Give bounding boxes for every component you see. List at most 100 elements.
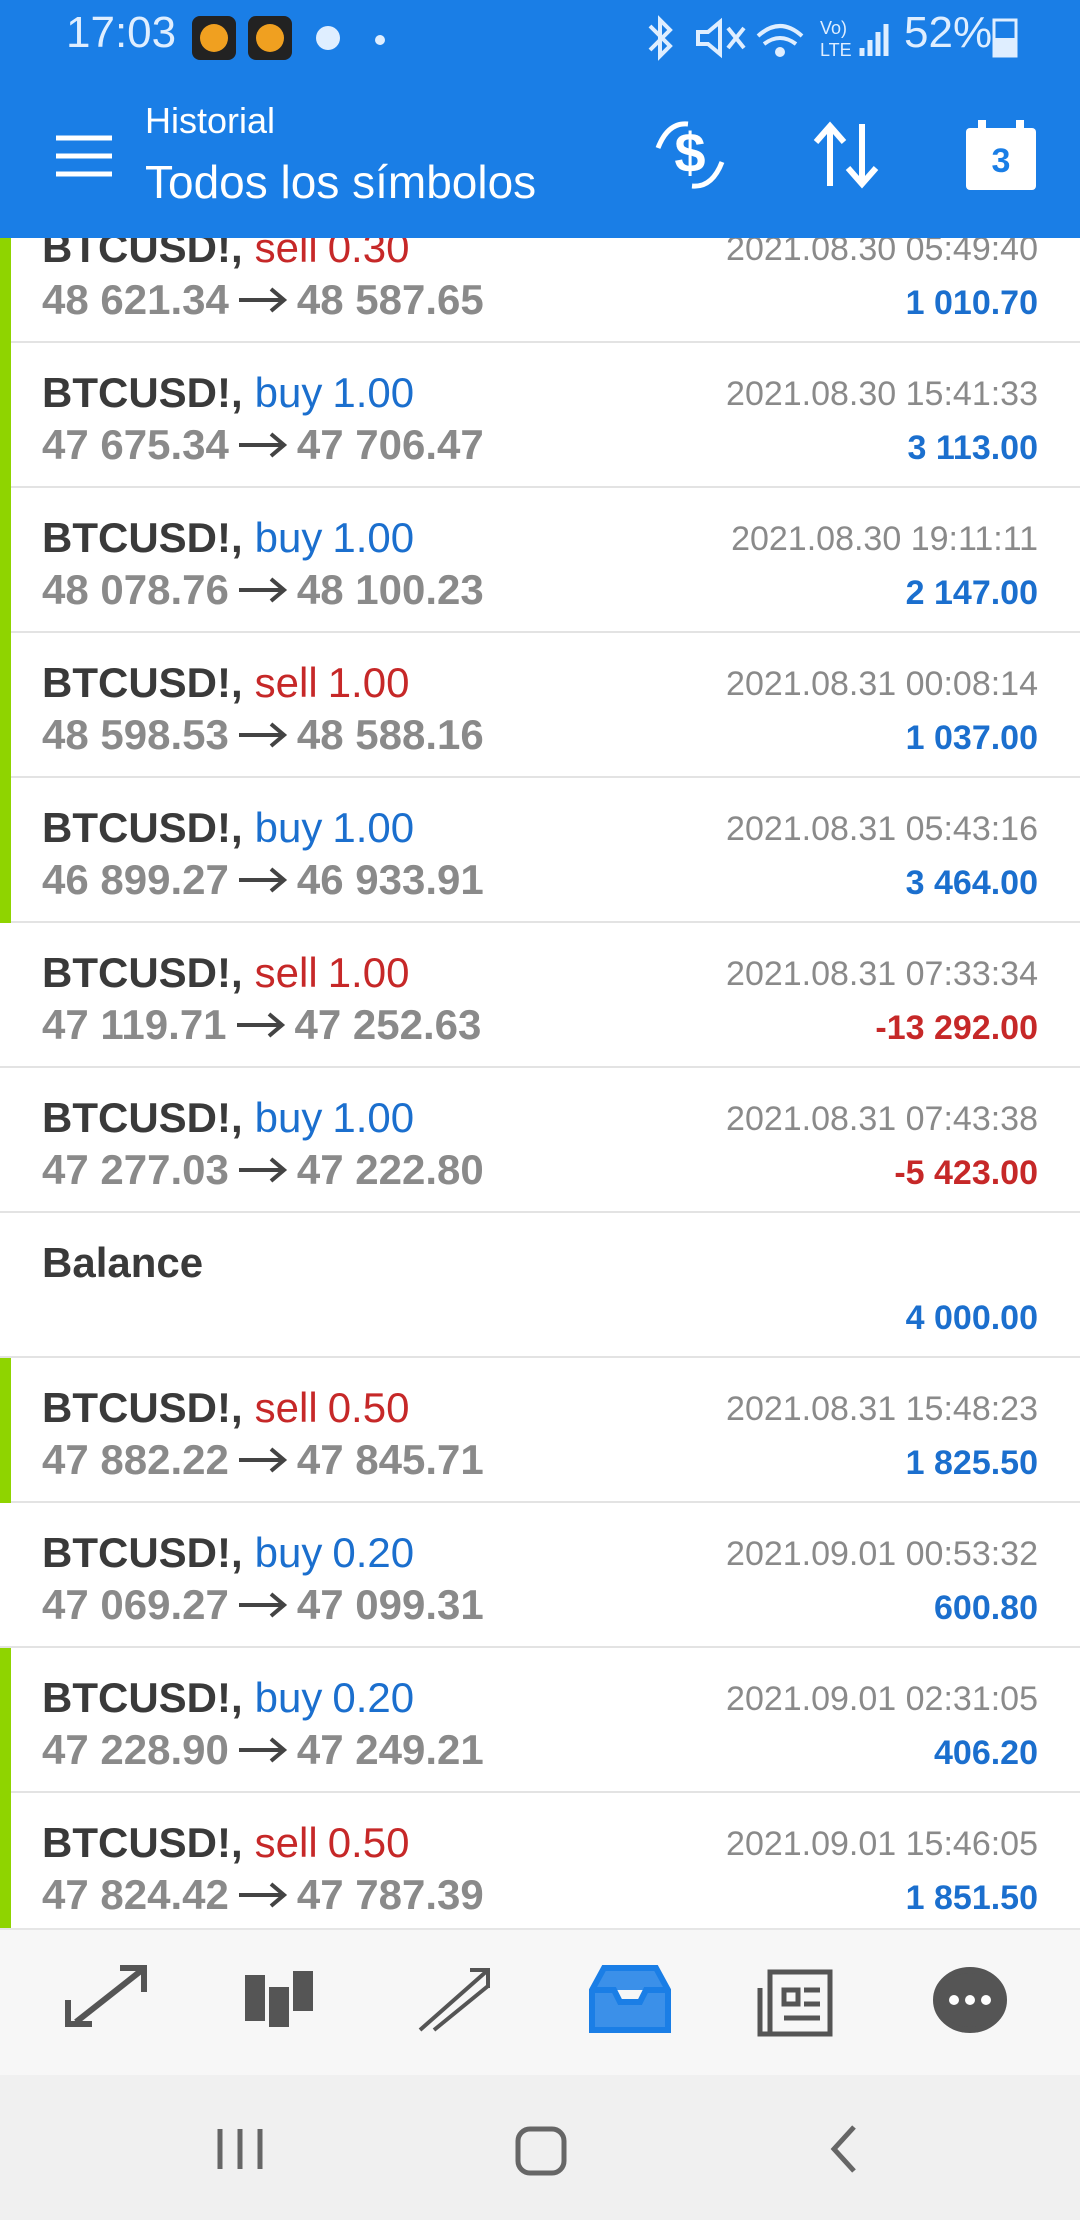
side: sell (254, 1384, 318, 1431)
history-row[interactable]: BTCUSD!, buy 1.00 46 899.27 46 933.91 2021.08… (0, 778, 1080, 923)
nav-history[interactable] (589, 1965, 671, 2033)
row-title: BTCUSD!, buy 1.00 (42, 1094, 414, 1142)
back-button[interactable] (830, 2125, 856, 2173)
menu-button[interactable] (56, 134, 112, 178)
symbol: BTCUSD!, (42, 369, 243, 416)
price-arrow (238, 1592, 287, 1618)
close-price: 47 252.63 (294, 1001, 482, 1048)
history-row[interactable]: BTCUSD!, sell 1.00 48 598.53 48 588.16 2021.0… (0, 633, 1080, 778)
sort-button[interactable] (810, 120, 882, 190)
open-price: 47 824.42 (42, 1871, 229, 1918)
row-accent (0, 1648, 11, 1793)
volume: 1.00 (327, 659, 410, 706)
volume: 1.00 (332, 1094, 415, 1141)
volume: 0.50 (327, 1384, 410, 1431)
close-price: 47 222.80 (296, 1146, 484, 1193)
history-row[interactable]: BTCUSD!, buy 1.00 47 277.03 47 222.80 2021.08… (0, 1068, 1080, 1213)
close-price: 47 249.21 (296, 1726, 484, 1773)
history-row[interactable]: BTCUSD!, sell 0.50 47 824.42 47 787.39 2021.0… (0, 1793, 1080, 1928)
row-title: BTCUSD!, sell 0.30 (42, 238, 409, 272)
price-arrow (238, 1157, 287, 1183)
history-row[interactable]: BTCUSD!, buy 1.00 47 675.34 47 706.47 2021.08… (0, 343, 1080, 488)
row-accent (0, 633, 11, 778)
row-prices: 47 277.03 47 222.80 (42, 1146, 484, 1194)
close-price: 47 706.47 (296, 421, 484, 468)
row-label: Balance (42, 1239, 204, 1286)
row-time: 2021.08.31 05:43:16 (726, 810, 1038, 848)
svg-text:Vo): Vo) (820, 18, 847, 38)
row-title: BTCUSD!, sell 1.00 (42, 949, 409, 997)
row-profit: 1 037.00 (905, 719, 1038, 757)
row-prices: 47 119.71 47 252.63 (42, 1001, 481, 1049)
history-row[interactable]: BTCUSD!, buy 0.20 47 228.90 47 249.21 2021.09… (0, 1648, 1080, 1793)
nav-chat[interactable] (933, 1967, 1007, 2033)
row-time: 2021.08.31 00:08:14 (726, 665, 1038, 703)
side: sell (254, 1819, 318, 1866)
svg-text:LTE: LTE (820, 40, 852, 60)
symbol: BTCUSD!, (42, 1529, 243, 1576)
nav-chart[interactable] (245, 1971, 313, 2027)
row-time: 2021.09.01 15:46:05 (726, 1825, 1038, 1863)
symbol: BTCUSD!, (42, 1094, 243, 1141)
symbol: BTCUSD!, (42, 1674, 243, 1721)
row-accent (0, 488, 11, 633)
header-subtitle: Historial (145, 100, 276, 141)
row-accent (0, 1793, 11, 1928)
svg-text:$: $ (674, 121, 705, 184)
row-title: BTCUSD!, buy 1.00 (42, 514, 414, 562)
symbol: BTCUSD!, (42, 238, 243, 271)
currency-button[interactable]: $ (650, 118, 730, 192)
history-row[interactable]: BTCUSD!, sell 0.30 48 621.34 48 587.65 2021.0… (0, 238, 1080, 343)
row-accent (0, 778, 11, 923)
side: buy (254, 1674, 323, 1721)
nav-quotes[interactable] (65, 1965, 147, 2027)
symbol: BTCUSD!, (42, 1384, 243, 1431)
row-profit: 1 825.50 (905, 1444, 1038, 1482)
calendar-button[interactable] (964, 118, 1038, 192)
side: buy (254, 804, 323, 851)
close-price: 47 845.71 (296, 1436, 484, 1483)
header-title[interactable]: Todos los símbolos (145, 156, 537, 208)
history-list: BTCUSD!, sell 0.30 48 621.34 48 587.65 2021.0… (0, 238, 1080, 1928)
row-title: BTCUSD!, sell 1.00 (42, 659, 409, 707)
symbol: BTCUSD!, (42, 804, 243, 851)
row-profit: -13 292.00 (875, 1009, 1038, 1047)
recents-button[interactable] (217, 2129, 263, 2169)
history-row[interactable]: Balance 4 000.00 (0, 1213, 1080, 1358)
side: buy (254, 369, 323, 416)
history-row[interactable]: BTCUSD!, buy 1.00 48 078.76 48 100.23 2021.08… (0, 488, 1080, 633)
nav-icons (65, 1965, 1007, 2037)
row-time: 2021.08.31 15:48:23 (726, 1390, 1038, 1428)
volume: 0.20 (332, 1529, 415, 1576)
row-title: BTCUSD!, buy 1.00 (42, 804, 414, 852)
nav-news[interactable] (757, 1969, 833, 2037)
history-row[interactable]: BTCUSD!, sell 1.00 47 119.71 47 252.63 2021.0… (0, 923, 1080, 1068)
symbol: BTCUSD!, (42, 659, 243, 706)
row-profit: 1 010.70 (905, 284, 1038, 322)
open-price: 46 899.27 (42, 856, 229, 903)
open-price: 47 882.22 (42, 1436, 229, 1483)
symbol: BTCUSD!, (42, 1819, 243, 1866)
open-price: 48 078.76 (42, 566, 229, 613)
nav-trade[interactable] (418, 1968, 490, 2032)
open-price: 47 228.90 (42, 1726, 229, 1773)
open-price: 48 598.53 (42, 711, 229, 758)
symbol: BTCUSD!, (42, 514, 243, 561)
history-row[interactable]: BTCUSD!, buy 0.20 47 069.27 47 099.31 2021.09… (0, 1503, 1080, 1648)
price-arrow (238, 287, 287, 313)
close-price: 48 588.16 (296, 711, 484, 758)
row-time: 2021.08.30 19:11:11 (731, 520, 1038, 558)
row-prices: 48 621.34 48 587.65 (42, 276, 484, 324)
price-arrow (238, 1882, 287, 1908)
side: buy (254, 1529, 323, 1576)
status-icons: Vo)LTE (648, 15, 889, 61)
history-row[interactable]: BTCUSD!, sell 0.50 47 882.22 47 845.71 2021.0… (0, 1358, 1080, 1503)
close-price: 48 587.65 (296, 276, 484, 323)
system-nav (0, 2075, 1080, 2220)
open-price: 47 277.03 (42, 1146, 229, 1193)
row-time: 2021.08.30 15:41:33 (726, 375, 1038, 413)
row-prices: 47 824.42 47 787.39 (42, 1871, 484, 1919)
row-profit: 1 851.50 (905, 1879, 1038, 1917)
price-arrow (236, 1012, 285, 1038)
home-button[interactable] (515, 2126, 567, 2176)
